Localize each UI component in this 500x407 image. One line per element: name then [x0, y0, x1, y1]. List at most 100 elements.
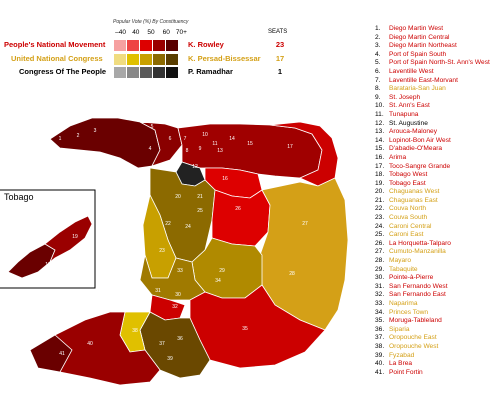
constituency-number: 30.	[375, 274, 385, 282]
constituency-number: 32.	[375, 291, 385, 299]
constituency-item: 35. Moruga-Tableland	[375, 317, 490, 326]
swatch	[127, 54, 139, 65]
party-leader: K. Persad-Bissessar	[188, 54, 261, 63]
constituency-item: 3. Diego Martin Northeast	[375, 42, 490, 51]
region-talparo	[211, 189, 271, 247]
constituency-number: 6.	[375, 67, 381, 75]
constituency-number: 19.	[375, 179, 385, 187]
constituency-name: Princes Town	[389, 308, 429, 316]
constituency-item: 29. Tabaquite	[375, 266, 490, 275]
constituency-item: 31. San Fernando West	[375, 283, 490, 292]
swatch	[166, 54, 178, 65]
constituency-number: 15.	[375, 145, 385, 153]
district-number-label: 29	[219, 268, 225, 274]
legend-title: Popular Vote (%) By Constituency	[113, 19, 189, 25]
constituency-number: 22.	[375, 205, 385, 213]
constituency-number: 29.	[375, 265, 385, 273]
district-number-label: 6	[169, 136, 172, 142]
district-number-label: 24	[185, 224, 191, 230]
constituency-number: 35.	[375, 317, 385, 325]
constituency-number: 27.	[375, 248, 385, 256]
district-number-label: 39	[167, 356, 173, 362]
swatch	[153, 40, 165, 51]
constituency-item: 7. Laventille East-Morvant	[375, 77, 490, 86]
constituency-item: 41. Point Fortin	[375, 369, 490, 378]
district-number-label: 13	[217, 148, 223, 154]
constituency-name: Toco-Sangre Grande	[389, 162, 451, 170]
constituency-name: D'abadie-O'Meara	[389, 145, 443, 153]
district-number-label: 21	[197, 194, 203, 200]
constituency-name: Tunapuna	[389, 110, 419, 118]
party-leader: K. Rowley	[188, 40, 224, 49]
district-number-label: 12	[192, 164, 198, 170]
constituency-name: Fyzabad	[389, 351, 415, 359]
constituency-item: 23. Couva South	[375, 214, 490, 223]
constituency-item: 4. Port of Spain South	[375, 51, 490, 60]
constituency-name: Diego Martin Central	[389, 33, 450, 41]
constituency-name: Tobago East	[389, 179, 426, 187]
constituency-number: 7.	[375, 76, 381, 84]
constituency-item: 38. Oropouche West	[375, 343, 490, 352]
constituency-item: 36. Siparia	[375, 326, 490, 335]
party-seats: 17	[275, 54, 285, 63]
district-number-label: 38	[132, 328, 138, 334]
district-number-label: 41	[59, 351, 65, 357]
constituency-number: 36.	[375, 325, 385, 333]
constituency-number: 34.	[375, 308, 385, 316]
constituency-name: Siparia	[389, 325, 410, 333]
constituency-item: 1. Diego Martin West	[375, 25, 490, 34]
legend-band-labels: –40 40 50 60 70+	[113, 29, 189, 36]
constituency-number: 40.	[375, 360, 385, 368]
band-label: 50	[147, 29, 155, 36]
party-row-cop: Congress Of The People P. Ramadhar 1	[0, 67, 360, 80]
constituency-item: 10. St. Ann's East	[375, 102, 490, 111]
district-number-label: 35	[242, 326, 248, 332]
constituency-item: 6. Laventille West	[375, 68, 490, 77]
region-tobago-west	[7, 243, 56, 279]
district-number-label: 9	[199, 146, 202, 152]
swatch	[114, 67, 126, 78]
district-number-label: 36	[177, 336, 183, 342]
constituency-item: 26. La Horquetta-Talparo	[375, 240, 490, 249]
district-number-label: 1	[59, 136, 62, 142]
constituency-number: 3.	[375, 42, 381, 50]
seats-header: SEATS	[268, 29, 288, 35]
constituency-item: 18. Tobago West	[375, 171, 490, 180]
constituency-name: Moruga-Tableland	[389, 317, 442, 325]
constituency-name: Couva North	[389, 205, 427, 213]
constituency-name: Oropouche West	[389, 342, 439, 350]
constituency-name: Laventille West	[389, 67, 434, 75]
district-number-label: 31	[155, 288, 161, 294]
constituency-name: Chaguanas East	[389, 196, 438, 204]
district-number-label: 37	[159, 341, 165, 347]
constituency-item: 32. San Fernando East	[375, 291, 490, 300]
district-number-label: 3	[94, 128, 97, 134]
swatch	[140, 67, 152, 78]
constituency-item: 9. St. Joseph	[375, 94, 490, 103]
constituency-item: 19. Tobago East	[375, 180, 490, 189]
constituency-number: 38.	[375, 342, 385, 350]
district-number-label: 15	[247, 141, 253, 147]
constituency-number: 28.	[375, 257, 385, 265]
constituency-number: 18.	[375, 171, 385, 179]
region-northwest	[49, 117, 161, 169]
constituency-item: 17. Toco-Sangre Grande	[375, 163, 490, 172]
band-label: 60	[162, 29, 170, 36]
district-number-label: 14	[229, 136, 235, 142]
constituency-number: 24.	[375, 222, 385, 230]
constituency-item: 15. D'abadie-O'Meara	[375, 145, 490, 154]
region-port-of-spain	[139, 121, 183, 167]
constituency-item: 40. La Brea	[375, 360, 490, 369]
constituency-number: 21.	[375, 196, 385, 204]
party-seats: 1	[277, 67, 283, 76]
region-tobago-east	[44, 215, 93, 263]
constituency-name: Tobago West	[389, 171, 428, 179]
constituency-name: Diego Martin West	[389, 25, 444, 32]
constituency-item: 11. Tunapuna	[375, 111, 490, 120]
constituency-number: 14.	[375, 136, 385, 144]
constituency-name: Arouca-Maloney	[389, 128, 438, 136]
constituency-item: 25. Caroni East	[375, 231, 490, 240]
party-seats: 23	[275, 40, 285, 49]
